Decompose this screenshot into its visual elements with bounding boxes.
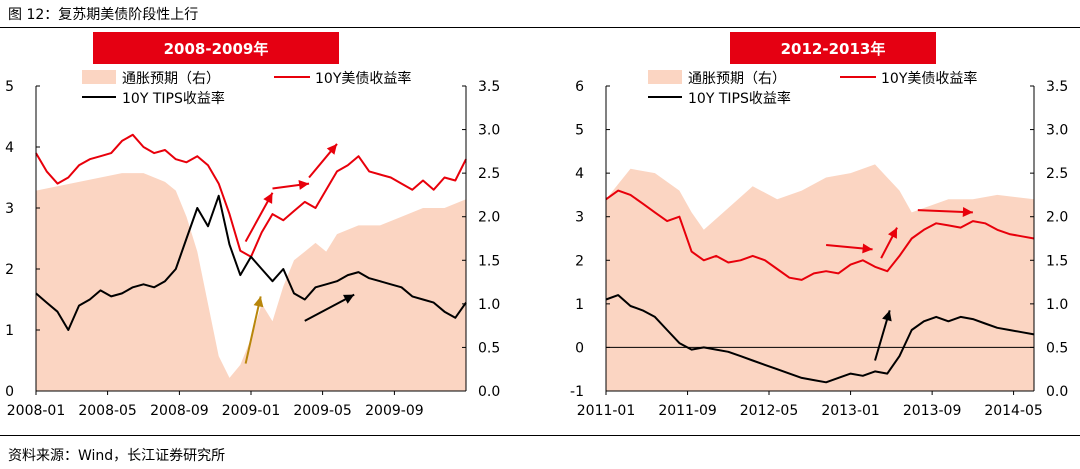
x-tick-label: 2009-01 (222, 403, 281, 419)
x-tick-label: 2012-05 (740, 403, 799, 419)
arrow-head-1 (888, 227, 897, 239)
left-tick-label: 5 (5, 79, 14, 95)
left-tick-label: 4 (575, 166, 584, 182)
right-tick-label: 2.5 (1046, 166, 1068, 182)
right-tick-label: 3.5 (478, 79, 500, 95)
x-tick-label: 2011-01 (577, 403, 636, 419)
right-tick-label: 3.0 (478, 123, 500, 139)
legend-label-area: 通胀预期（右） (688, 71, 786, 87)
legend-label-treasury: 10Y美债收益率 (315, 70, 411, 87)
right-tick-label: 3.0 (1046, 123, 1068, 139)
right-tick-label: 1.0 (478, 297, 500, 313)
right-tick-label: 0.5 (1046, 340, 1068, 356)
banner-label: 2008-2009年 (164, 40, 269, 58)
x-tick-label: 2008-01 (7, 403, 66, 419)
figure-title: 图 12：复苏期美债阶段性上行 (8, 7, 199, 23)
arrow-head-2 (298, 180, 309, 190)
x-tick-label: 2009-09 (365, 403, 424, 419)
left-tick-label: 2 (5, 262, 14, 278)
left-tick-label: 1 (5, 323, 14, 339)
line-10y-tips (605, 294, 1035, 384)
area-inflation-expectation (36, 173, 466, 391)
left-tick-label: 3 (575, 210, 584, 226)
right-tick-label: 2.0 (478, 210, 500, 226)
left-tick-label: 3 (5, 201, 14, 217)
right-tick-label: 3.5 (1046, 79, 1068, 95)
left-tick-label: 2 (575, 253, 584, 269)
right-tick-label: 0.0 (1046, 384, 1068, 400)
arrow-head-3 (326, 144, 337, 155)
arrow-head-3 (882, 310, 892, 322)
top-rule (0, 27, 1080, 28)
area-inflation-expectation (606, 164, 1034, 391)
right-tick-label: 1.5 (1046, 253, 1068, 269)
arrow-head-2 (962, 207, 973, 217)
arrow-head-1 (263, 192, 273, 204)
left-tick-label: 0 (5, 384, 14, 400)
right-tick-label: 1.0 (1046, 297, 1068, 313)
legend-swatch-area (648, 70, 682, 84)
x-tick-label: 2013-09 (903, 403, 962, 419)
arrow-head-4 (343, 294, 355, 304)
bottom-rule (0, 435, 1080, 436)
arrow-head-0 (862, 243, 873, 254)
chart-2012-2013: 2012-2013年 -1 0 1 2 3 4 5 6 0.0 0.5 1.0 1.5 2.0 2.5 3.0… (570, 32, 1068, 419)
right-tick-label: 2.0 (1046, 210, 1068, 226)
left-tick-label: 1 (575, 297, 584, 313)
arrow-shaft-0 (244, 296, 262, 364)
source-note: 资料来源：Wind，长江证券研究所 (8, 448, 226, 464)
right-tick-label: 0.0 (478, 384, 500, 400)
legend-label-treasury: 10Y美债收益率 (881, 70, 977, 87)
right-tick-label: 1.5 (478, 253, 500, 269)
line-10y-tips (35, 194, 467, 331)
banner-box (93, 32, 339, 64)
x-tick-label: 2014-05 (984, 403, 1043, 419)
x-tick-label: 2008-05 (78, 403, 137, 419)
line-10y-treasury (605, 189, 1035, 281)
right-tick-label: 0.5 (478, 340, 500, 356)
left-tick-label: 5 (575, 123, 584, 139)
right-tick-label: 2.5 (478, 166, 500, 182)
arrow-head-0 (253, 296, 264, 308)
banner-box (730, 32, 936, 64)
left-tick-label: 6 (575, 79, 584, 95)
x-tick-label: 2011-09 (658, 403, 717, 419)
left-tick-label: 0 (575, 340, 584, 356)
legend-swatch-area (82, 70, 116, 84)
legend-label-tips: 10Y TIPS收益率 (122, 90, 225, 107)
x-tick-label: 2013-01 (821, 403, 880, 419)
banner-label: 2012-2013年 (781, 40, 886, 58)
x-tick-label: 2009-05 (293, 403, 352, 419)
x-tick-label: 2008-09 (150, 403, 209, 419)
left-tick-label: 4 (5, 140, 14, 156)
chart-2008-2009: 2008-2009年 0 1 2 3 4 5 0.0 0.5 1.0 1.5 2.0 2.5 3.0 3.5… (5, 32, 500, 419)
legend-label-area: 通胀预期（右） (122, 71, 220, 87)
left-tick-label: -1 (570, 384, 584, 400)
legend-label-tips: 10Y TIPS收益率 (688, 90, 791, 107)
